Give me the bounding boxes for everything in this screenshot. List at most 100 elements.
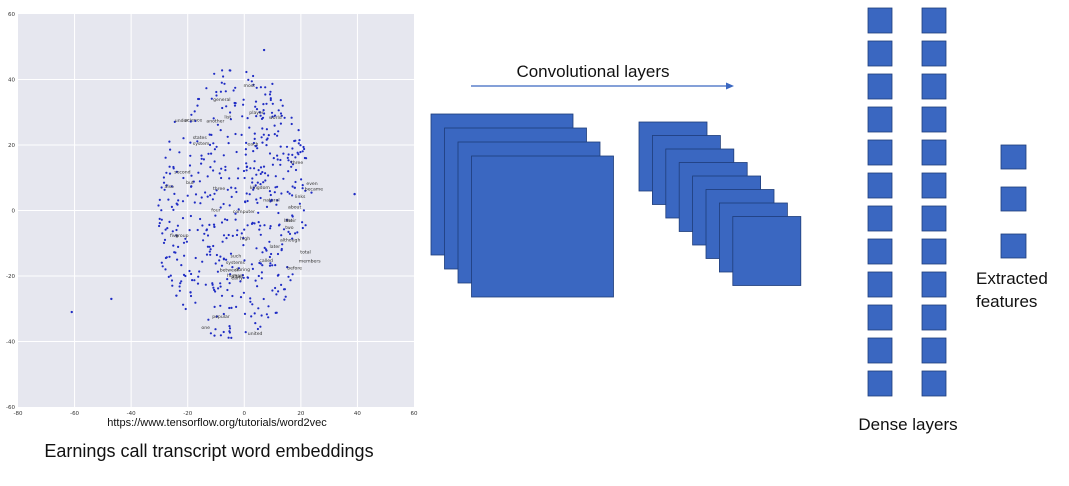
embedding-point [262,165,266,168]
embedding-point [234,218,237,221]
conv-layers-label: Convolutional layers [516,62,669,81]
embedding-point [218,259,221,262]
embedding-point [192,180,195,183]
embedding-point [279,122,282,125]
dense-neuron [921,271,947,298]
embedding-point [249,167,252,170]
embedding-point [198,180,201,183]
embedding-point [265,128,268,131]
word-label: five [170,233,179,239]
embedding-point [168,165,171,168]
embedding-point [286,190,289,193]
embedding-point [301,150,304,153]
embedding-point [175,202,178,205]
word-label: system [193,141,210,147]
embedding-point [228,204,231,207]
dense-neuron [867,172,893,199]
embedding-point [275,311,278,314]
embedding-point [305,157,308,160]
embedding-point [215,189,218,192]
embedding-point [197,275,200,278]
embedding-point [256,147,259,150]
embedding-point [301,184,304,187]
embedding-point [160,261,163,264]
embedding-point [254,322,257,325]
word-label: before [287,265,302,271]
embedding-point [230,336,233,339]
word-label: became [305,186,324,192]
embedding-point [212,117,215,120]
url-label: https://www.tensorflow.org/tutorials/wor… [107,417,327,429]
word-label: player [249,110,264,116]
dense-layers-label: Dense layers [858,415,957,434]
embedding-point [226,188,229,191]
embedding-point [235,233,239,237]
word-label: kingdom [250,185,270,191]
embedding-point [303,147,306,151]
embedding-point [265,249,268,252]
embedding-point [253,222,256,225]
word-label: after [232,274,243,280]
embedding-point [222,75,225,78]
embedding-point [230,306,233,309]
embedding-point [168,255,171,258]
dense-neuron [921,172,947,199]
embedding-point [294,139,297,142]
embedding-point [257,211,260,214]
embedding-point [207,318,210,321]
embedding-point [279,163,282,166]
dense-neuron [921,238,947,265]
embedding-point [228,325,231,328]
embedding-point [252,186,255,189]
embedding-point [259,86,262,89]
extracted-feature [1000,233,1027,259]
embedding-point [219,334,222,337]
embedding-point [182,241,186,244]
embedding-point [227,233,230,237]
x-tick-label: -20 [183,411,192,417]
embedding-point [168,172,172,175]
embedding-point [228,330,231,333]
embedding-point [286,156,289,159]
word-label: early [231,275,243,281]
embedding-point [245,70,248,74]
embedding-point [301,221,304,224]
embedding-point [219,90,222,93]
embedding-point [245,165,248,169]
dense-layer-column-1 [867,7,893,397]
embedding-point [213,192,216,195]
embedding-point [268,190,271,193]
embedding-point [280,247,283,251]
embedding-point [219,129,222,132]
embedding-point [216,270,219,273]
embedding-point [294,180,297,184]
y-tick-label: 0 [12,209,16,215]
embedding-point [217,287,220,290]
embedding-point [235,305,238,308]
embedding-point [250,315,253,318]
embedding-point [260,136,263,139]
embedding-point [199,217,202,221]
embedding-point [230,195,233,198]
y-tick-label: -40 [6,340,15,346]
embedding-point [182,303,185,306]
embedding-point [210,152,213,155]
embedding-point [170,185,173,188]
dense-neuron [867,271,893,298]
embedding-point [225,105,228,108]
word-label: human [227,273,243,279]
embedding-point [158,222,161,225]
embedding-point [176,258,179,261]
embedding-point [258,111,261,114]
embedding-point [279,112,283,115]
embedding-point [216,123,219,126]
embedding-point [189,291,192,294]
embedding-point [267,316,270,319]
word-label: science [185,118,202,124]
embedding-point [260,271,263,274]
embedding-point [269,90,272,93]
embedding-point [198,270,201,273]
embedding-point [254,145,257,148]
embedding-point [220,167,223,170]
embedding-point [160,218,163,221]
